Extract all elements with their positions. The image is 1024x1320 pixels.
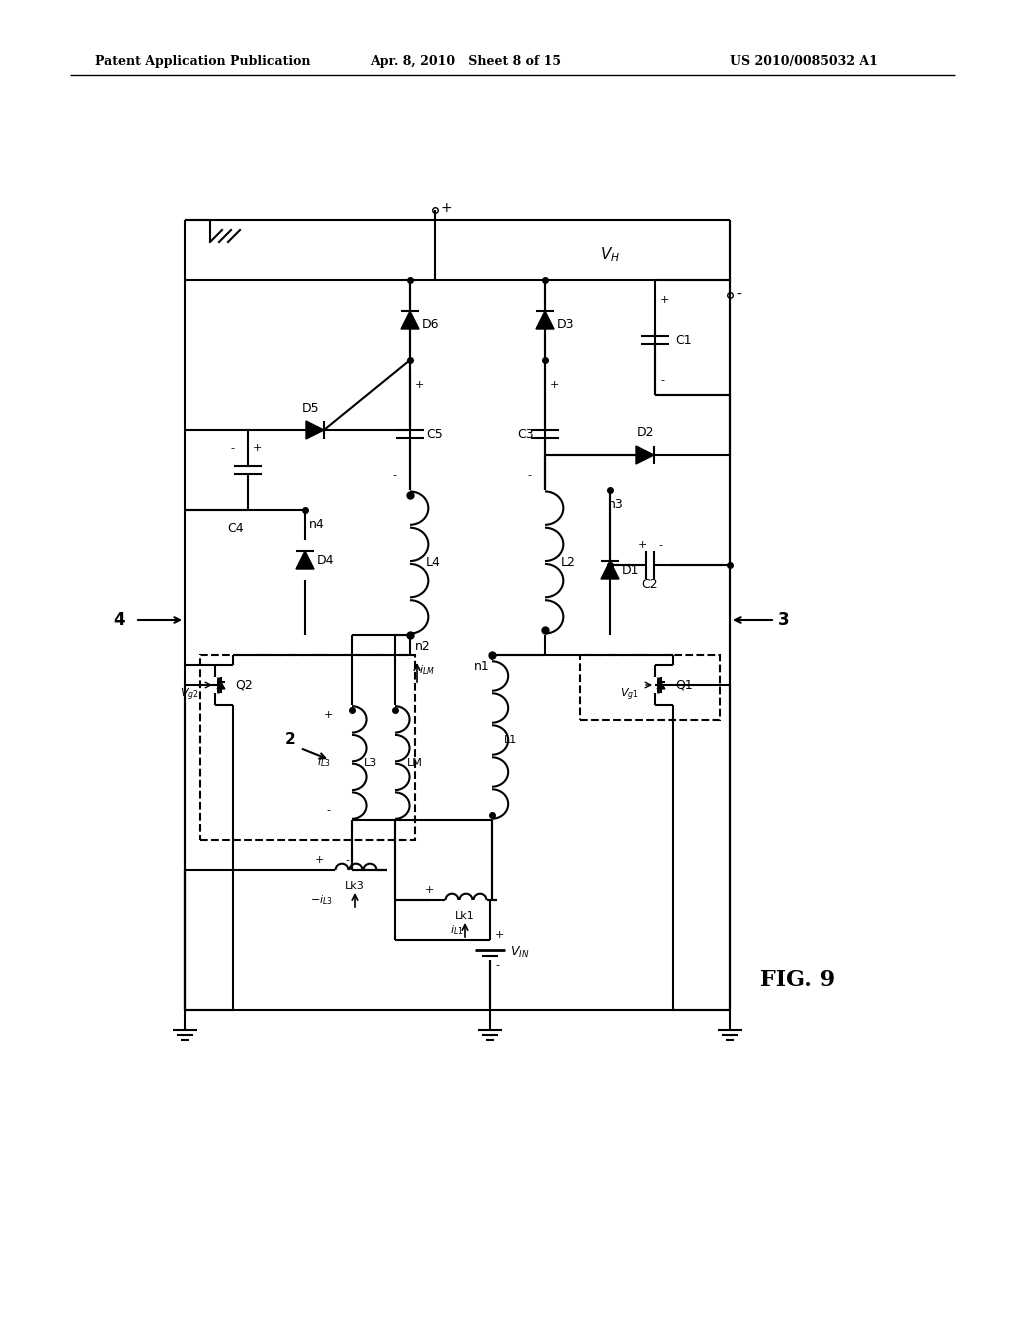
Text: D1: D1 — [622, 564, 640, 577]
Text: -: - — [326, 805, 330, 814]
Text: L3: L3 — [364, 758, 377, 767]
Text: L1: L1 — [504, 735, 517, 744]
Text: -: - — [660, 375, 664, 385]
Text: -: - — [658, 540, 662, 550]
Text: $i_{L1}$: $i_{L1}$ — [450, 923, 464, 937]
Text: L2: L2 — [561, 556, 575, 569]
Bar — [580, 655, 720, 719]
Text: -: - — [230, 444, 234, 453]
Text: +: + — [425, 884, 434, 895]
Polygon shape — [657, 682, 665, 689]
Text: LM: LM — [407, 758, 423, 767]
Text: -: - — [345, 855, 349, 865]
Polygon shape — [217, 682, 225, 689]
Text: FIG. 9: FIG. 9 — [760, 969, 836, 991]
Text: Q1: Q1 — [675, 678, 693, 692]
Polygon shape — [636, 446, 654, 465]
Text: C2: C2 — [642, 578, 658, 591]
Text: Q2: Q2 — [234, 678, 253, 692]
Polygon shape — [306, 421, 324, 440]
Text: C3: C3 — [517, 429, 534, 441]
Text: +: + — [440, 201, 452, 215]
Text: -: - — [736, 288, 741, 302]
Text: +: + — [324, 710, 333, 719]
Text: n1: n1 — [474, 660, 489, 673]
Text: +: + — [253, 444, 262, 453]
Text: D2: D2 — [636, 426, 653, 440]
Text: n2: n2 — [415, 640, 431, 653]
Text: +: + — [495, 931, 505, 940]
Text: -: - — [527, 470, 531, 480]
Polygon shape — [536, 312, 554, 329]
Text: D3: D3 — [557, 318, 574, 330]
Text: Lk1: Lk1 — [455, 911, 475, 921]
Text: $i_{LM}$: $i_{LM}$ — [419, 663, 435, 677]
Polygon shape — [401, 312, 419, 329]
Text: C5: C5 — [426, 429, 442, 441]
Bar — [200, 655, 415, 840]
Text: +: + — [550, 380, 559, 389]
Text: 3: 3 — [778, 611, 790, 630]
Text: +: + — [660, 294, 670, 305]
Text: +: + — [638, 540, 647, 550]
Text: 4: 4 — [113, 611, 125, 630]
Text: -: - — [495, 960, 499, 970]
Text: D6: D6 — [422, 318, 439, 330]
Text: +: + — [315, 855, 325, 865]
Text: D4: D4 — [317, 553, 335, 566]
Text: C1: C1 — [675, 334, 691, 346]
Text: Patent Application Publication: Patent Application Publication — [95, 55, 310, 69]
Text: -: - — [392, 470, 396, 480]
Text: D5: D5 — [302, 401, 319, 414]
Polygon shape — [601, 561, 618, 579]
Text: n4: n4 — [309, 517, 325, 531]
Text: +: + — [415, 380, 424, 389]
Text: n3: n3 — [608, 498, 624, 511]
Text: Apr. 8, 2010   Sheet 8 of 15: Apr. 8, 2010 Sheet 8 of 15 — [370, 55, 561, 69]
Text: US 2010/0085032 A1: US 2010/0085032 A1 — [730, 55, 878, 69]
Text: $i_{L3}$: $i_{L3}$ — [317, 755, 331, 770]
Text: 2: 2 — [285, 733, 296, 747]
Text: L4: L4 — [426, 556, 441, 569]
Text: $V_H$: $V_H$ — [600, 246, 621, 264]
Text: $V_{IN}$: $V_{IN}$ — [510, 944, 529, 960]
Text: $V_{g1}$: $V_{g1}$ — [620, 686, 639, 704]
Text: $V_{g2}$: $V_{g2}$ — [180, 686, 199, 704]
Polygon shape — [296, 550, 314, 569]
Text: Lk3: Lk3 — [345, 880, 365, 891]
Text: $-i_{L3}$: $-i_{L3}$ — [310, 894, 333, 907]
Text: C4: C4 — [227, 521, 245, 535]
